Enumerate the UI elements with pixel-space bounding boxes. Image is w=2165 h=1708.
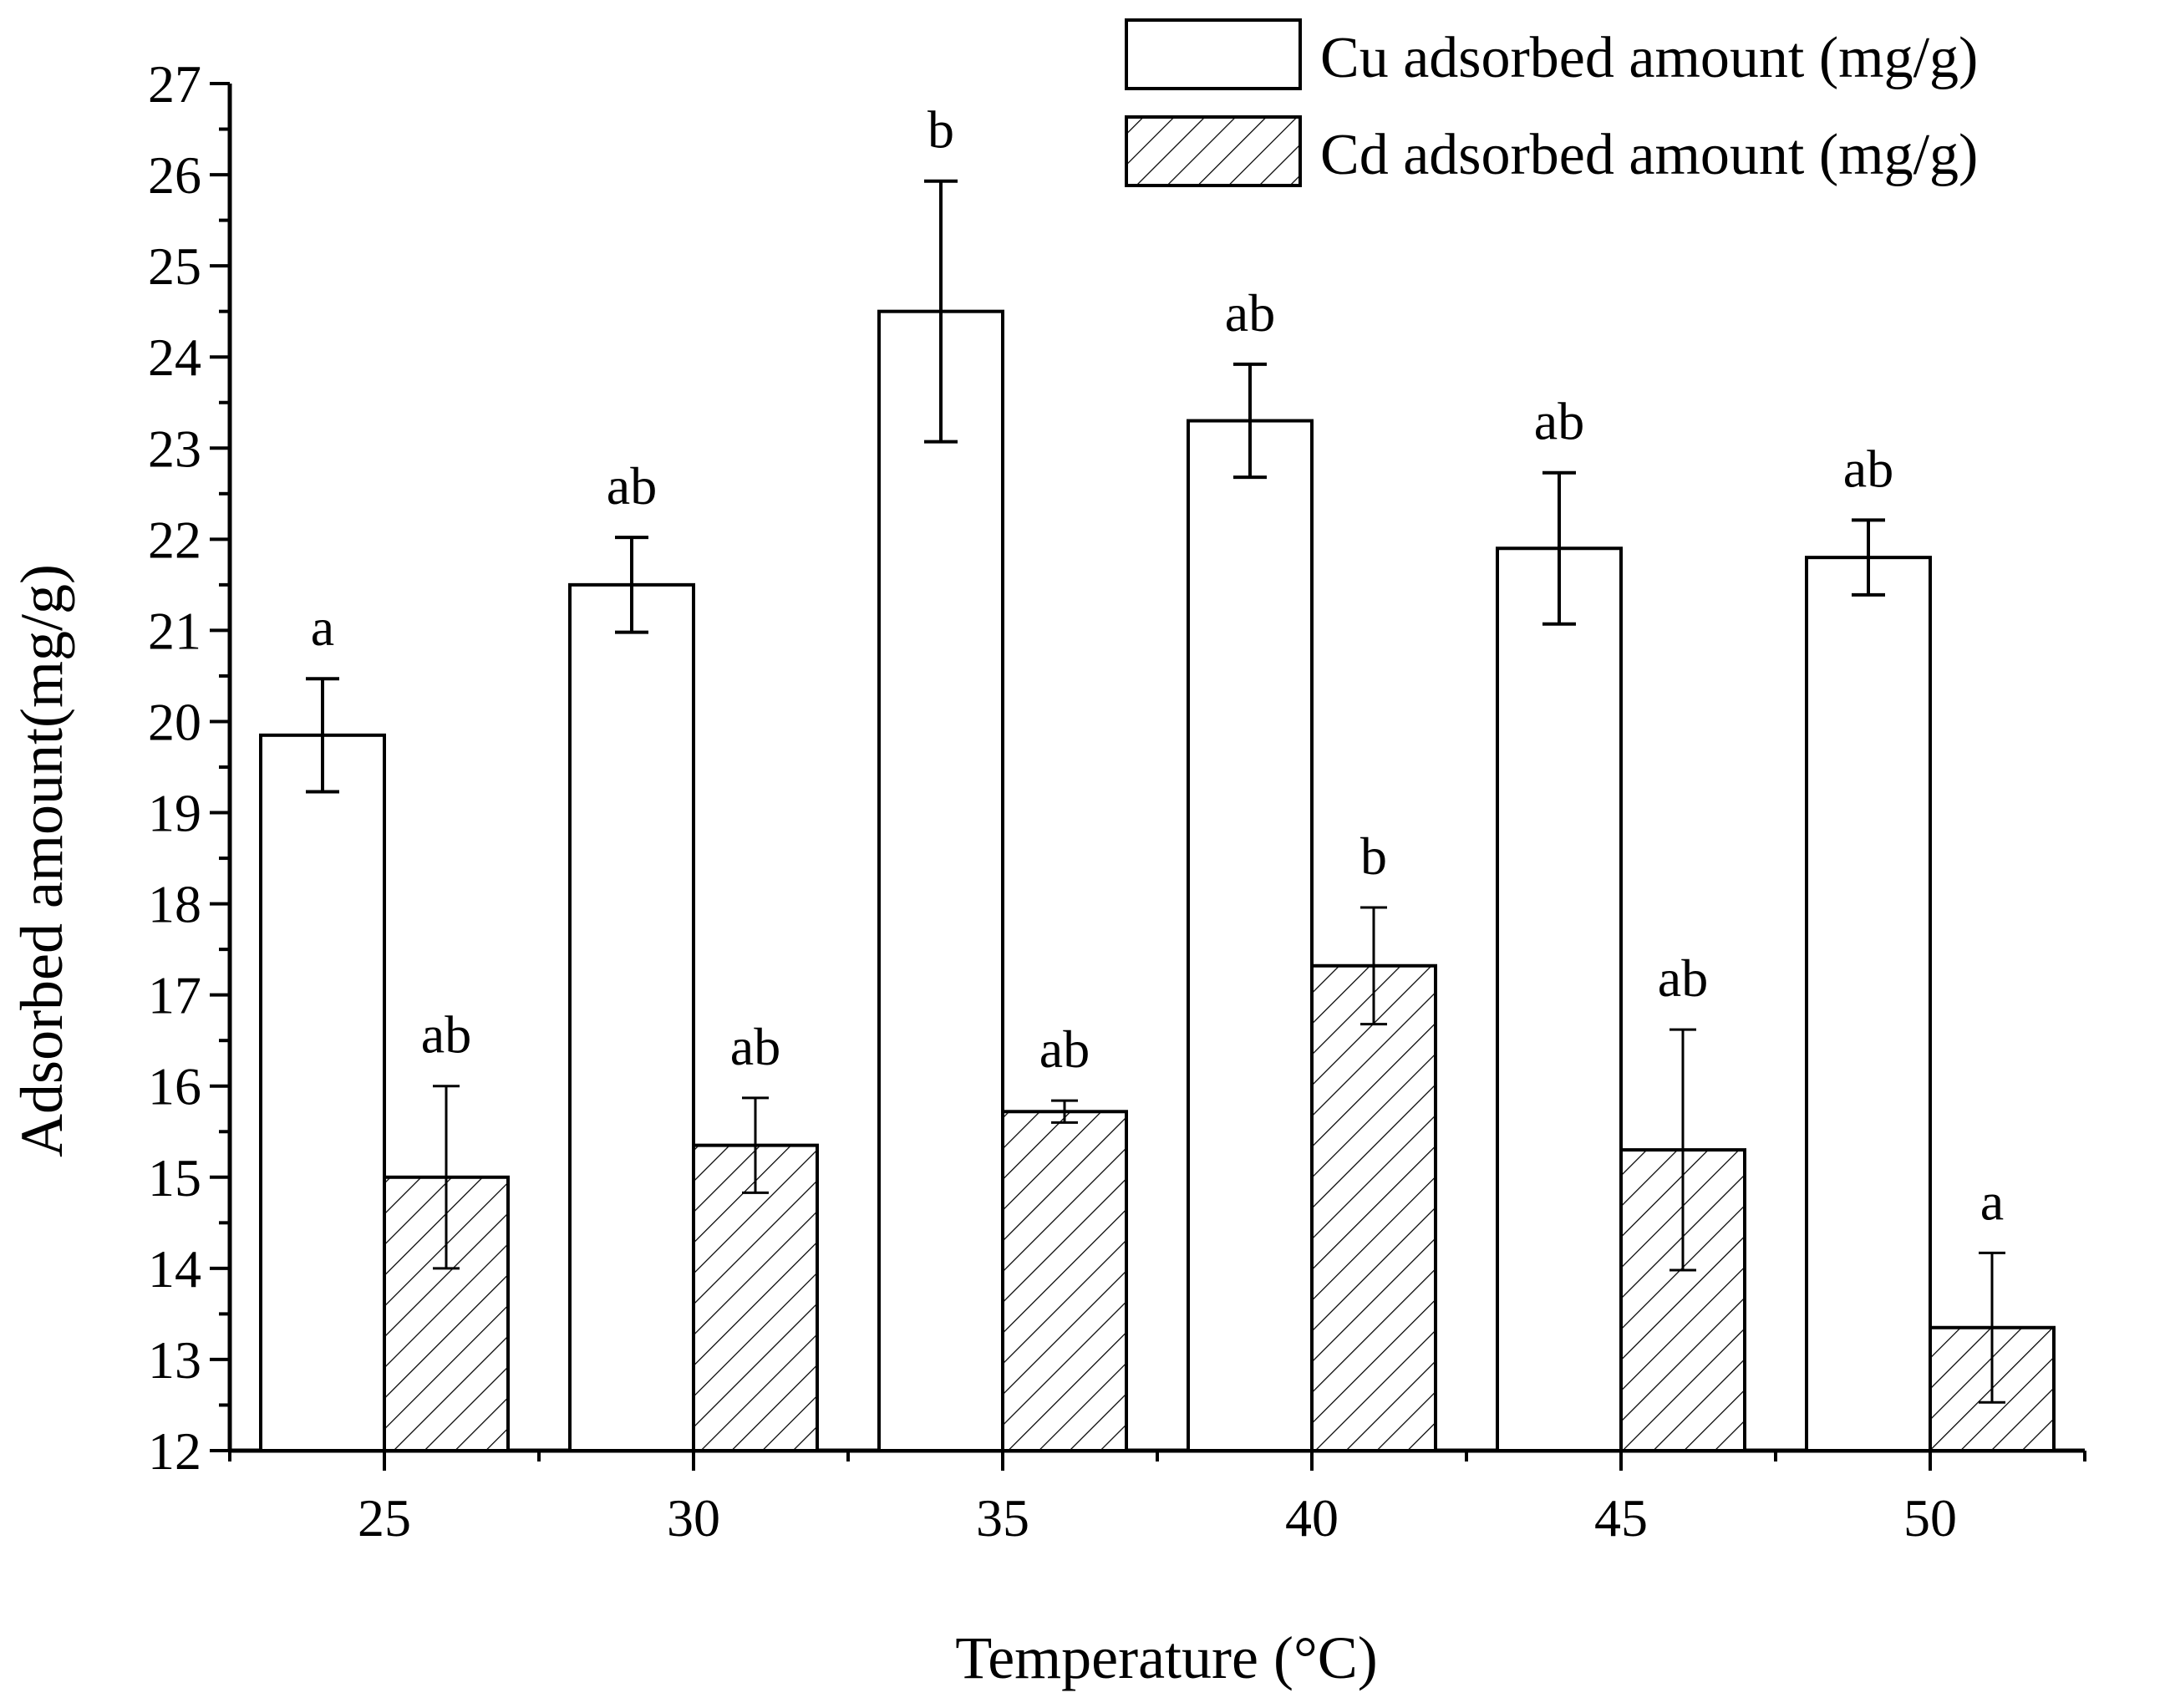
cu-bar <box>1805 556 1932 1453</box>
cd-bar <box>1001 1110 1128 1452</box>
x-axis-title: Temperature (°C) <box>955 1624 1378 1691</box>
y-tick-label: 21 <box>148 601 201 660</box>
y-tick-label: 23 <box>148 419 201 478</box>
cu-bar <box>877 309 1004 1453</box>
legend-label-cd: Cd adsorbed amount (mg/g) <box>1320 123 1978 187</box>
legend-swatch-cd <box>1125 115 1302 187</box>
y-tick-label: 17 <box>148 966 201 1025</box>
cu-bar <box>1496 546 1623 1452</box>
cd-bar <box>1310 963 1437 1453</box>
x-tick-label: 35 <box>976 1488 1029 1548</box>
x-tick-label: 50 <box>1903 1488 1957 1548</box>
y-axis-title: Adsorbed amount(mg/g) <box>8 564 75 1157</box>
cd-significance-label: ab <box>1658 948 1708 1008</box>
y-tick-label: 15 <box>148 1148 201 1207</box>
y-tick-label: 19 <box>148 784 201 843</box>
cu-significance-label: ab <box>1225 283 1275 343</box>
cd-significance-label: ab <box>730 1017 780 1076</box>
cu-significance-label: ab <box>1534 392 1584 451</box>
cd-significance-label: ab <box>421 1005 471 1065</box>
plot-area: 12 13 14 15 16 17 18 19 20 21 22 23 24 25 26 27 25 30 35 40… <box>148 54 2086 1548</box>
y-tick-label: 14 <box>148 1239 201 1299</box>
y-tick-label: 22 <box>148 510 201 569</box>
y-tick-label: 16 <box>148 1057 201 1116</box>
cu-bar <box>568 582 695 1452</box>
legend: Cu adsorbed amount (mg/g) Cd adsorbed am… <box>1125 18 1978 187</box>
cd-significance-label: a <box>1980 1172 2004 1231</box>
x-tick-label: 45 <box>1594 1488 1648 1548</box>
cd-significance-label: b <box>1360 826 1387 886</box>
y-tick-label: 24 <box>148 328 201 387</box>
y-tick-label: 26 <box>148 145 201 205</box>
y-tick-label: 20 <box>148 692 201 751</box>
y-tick-label: 27 <box>148 54 201 114</box>
cd-significance-label: ab <box>1039 1019 1090 1079</box>
cd-bar <box>692 1143 819 1453</box>
y-tick-label: 13 <box>148 1330 201 1390</box>
y-tick-label: 18 <box>148 875 201 934</box>
cu-significance-label: ab <box>1843 439 1893 498</box>
cu-significance-label: a <box>311 597 334 657</box>
cu-significance-label: ab <box>607 456 657 516</box>
cu-bar <box>259 733 386 1452</box>
x-tick-label: 25 <box>358 1488 411 1548</box>
y-tick-label: 12 <box>148 1421 201 1481</box>
cu-significance-label: b <box>927 100 954 160</box>
legend-swatch-cu <box>1125 18 1302 90</box>
cu-bar <box>1187 419 1314 1453</box>
x-tick-label: 40 <box>1285 1488 1339 1548</box>
x-tick-label: 30 <box>667 1488 720 1548</box>
legend-label-cu: Cu adsorbed amount (mg/g) <box>1320 26 1978 90</box>
y-tick-label: 25 <box>148 236 201 296</box>
